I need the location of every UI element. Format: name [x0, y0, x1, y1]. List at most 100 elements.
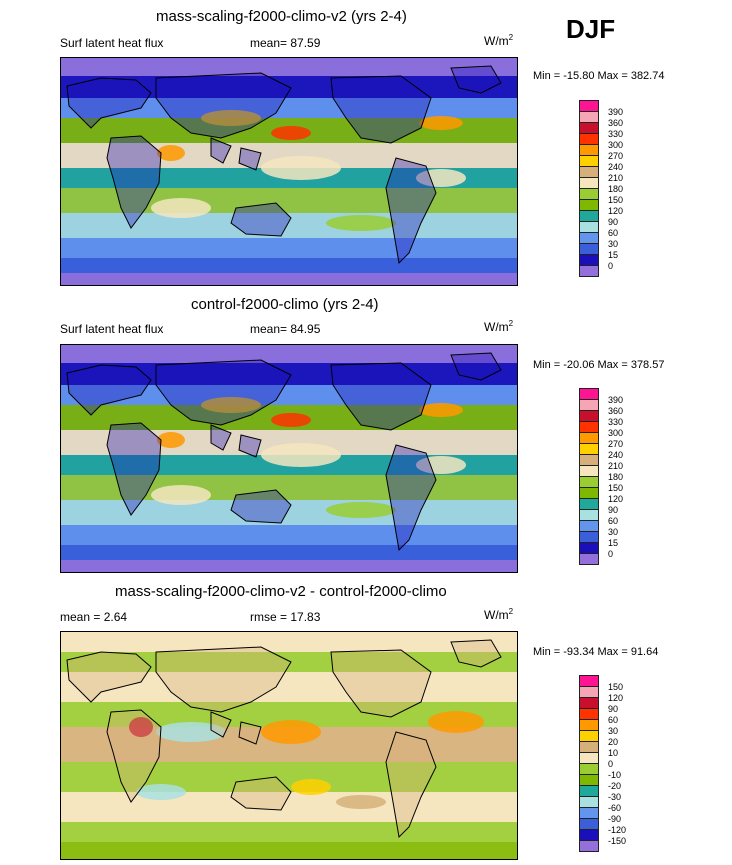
panel2-coastline: [385, 444, 437, 552]
panel1-colorbar-label: 330: [608, 129, 624, 139]
panel1-contour-band: [61, 273, 517, 285]
panel1-contour-band: [61, 258, 517, 273]
panel2-variable-label: Surf latent heat flux: [60, 322, 164, 336]
panel2-coastline: [106, 422, 162, 516]
panel2-colorbar-label: 240: [608, 450, 624, 460]
panel2-coastline: [210, 424, 232, 451]
panel1-coastline: [106, 135, 162, 229]
panel2-coastline: [230, 489, 292, 524]
panel3-colorbar-label: 90: [608, 704, 619, 714]
panel3-map: [60, 631, 518, 860]
panel1-colorbar-label: 390: [608, 107, 624, 117]
panel3-contour-feature: [129, 717, 153, 737]
panel2-colorbar-label: 300: [608, 428, 624, 438]
panel3-contour-feature: [136, 784, 186, 800]
panel3-contour-feature: [261, 720, 321, 744]
panel3-colorbar-label: 20: [608, 737, 619, 747]
panel3-coastline: [155, 646, 292, 713]
panel3-contour-band: [61, 792, 517, 822]
panel3-contour-band: [61, 652, 517, 672]
panel1-coastline: [155, 72, 292, 139]
panel2-colorbar-label: 360: [608, 406, 624, 416]
panel1-contour-band: [61, 238, 517, 258]
panel3-colorbar-label: -30: [608, 792, 622, 802]
panel1-contour-feature: [419, 116, 463, 130]
panel1-colorbar-swatch: [579, 265, 599, 277]
panel3-contour-band: [61, 762, 517, 792]
panel2-colorbar: 390 360 330 300 270 240 210 180 150 120 90 60 30 15 0: [579, 388, 623, 565]
panel1-colorbar-label: 120: [608, 206, 624, 216]
panel3-colorbar-label: -60: [608, 803, 622, 813]
panel1-coastline: [238, 147, 262, 171]
panel1-map: [60, 57, 518, 286]
panel3-colorbar-label: 120: [608, 693, 624, 703]
panel1-contour-band: [61, 98, 517, 118]
panel2-minmax: Min = -20.06 Max = 378.57: [533, 359, 665, 371]
panel3-contour-band: [61, 842, 517, 859]
panel2-colorbar-label: 210: [608, 461, 624, 471]
panel1-variable-label: Surf latent heat flux: [60, 36, 164, 50]
panel2-coastline: [155, 359, 292, 426]
panel1-coastline: [385, 157, 437, 265]
panel3-colorbar-label: -120: [608, 825, 627, 835]
panel3-contour-feature: [336, 795, 386, 809]
panel2-contour-feature: [326, 502, 396, 518]
panel2-title: control-f2000-climo (yrs 2-4): [191, 296, 379, 313]
panel1-colorbar-label: 150: [608, 195, 624, 205]
panel3-colorbar: 150 120 90 60 30 20 10 0 -10 -20 -30 -60 -90 -120 -150: [579, 675, 626, 852]
panel1-colorbar-label: 210: [608, 173, 624, 183]
panel1-contour-feature: [271, 126, 311, 140]
panel3-coastline: [238, 721, 262, 745]
panel2-contour-feature: [271, 413, 311, 427]
panel3-minmax: Min = -93.34 Max = 91.64: [533, 646, 659, 658]
panel3-colorbar-label: 10: [608, 748, 619, 758]
panel2-colorbar-label: 120: [608, 494, 624, 504]
panel1-colorbar-label: 270: [608, 151, 624, 161]
season-label: DJF: [566, 14, 616, 44]
panel1-contour-feature: [261, 156, 341, 180]
panel2-contour-feature: [261, 443, 341, 467]
panel1-coastline: [230, 202, 292, 237]
panel2-contour-feature: [419, 403, 463, 417]
panel2-colorbar-label: 390: [608, 395, 624, 405]
panel2-contour-feature: [157, 432, 185, 448]
panel1-minmax: Min = -15.80 Max = 382.74: [533, 70, 665, 82]
panel3-coastline: [230, 776, 292, 811]
panel3-colorbar-label: -20: [608, 781, 622, 791]
panel3-colorbar-label: -90: [608, 814, 622, 824]
panel3-contour-plot: [61, 632, 517, 859]
panel2-colorbar-label: 15: [608, 538, 619, 548]
panel2-colorbar-label: 0: [608, 549, 614, 559]
panel1-colorbar-label: 90: [608, 217, 619, 227]
panel2-coastline: [330, 362, 432, 431]
panel2-colorbar-label: 330: [608, 417, 624, 427]
panel2-contour-band: [61, 475, 517, 500]
panel2-contour-plot: [61, 345, 517, 572]
panel2-coastline: [450, 352, 502, 381]
panel2-map: [60, 344, 518, 573]
panel2-colorbar-label: 60: [608, 516, 619, 526]
panel2-colorbar-label: 30: [608, 527, 619, 537]
panel1-contour-plot: [61, 58, 517, 285]
panel3-coastline: [385, 731, 437, 839]
panel2-units: W/m2: [484, 319, 514, 334]
panel2-contour-band: [61, 525, 517, 545]
panel1-colorbar-label: 240: [608, 162, 624, 172]
panel3-colorbar-swatch: [579, 840, 599, 852]
panel2-contour-band: [61, 545, 517, 560]
panel1-contour-band: [61, 58, 517, 76]
panel3-title: mass-scaling-f2000-climo-v2 - control-f2…: [115, 583, 447, 600]
panel2-contour-band: [61, 345, 517, 363]
panel3-contour-band: [61, 632, 517, 652]
panel2-colorbar-label: 180: [608, 472, 624, 482]
panel1-contour-feature: [151, 198, 211, 218]
panel3-colorbar-label: 150: [608, 682, 624, 692]
panel3-coastline: [106, 709, 162, 803]
panel1-contour-feature: [326, 215, 396, 231]
panel3-mean-label: mean = 2.64: [60, 610, 128, 624]
panel1-colorbar-label: 15: [608, 250, 619, 260]
panel1-colorbar-label: 30: [608, 239, 619, 249]
panel1-coastline: [210, 137, 232, 164]
panel3-colorbar-label: 60: [608, 715, 619, 725]
panel2-mean-label: mean= 84.95: [250, 322, 321, 336]
